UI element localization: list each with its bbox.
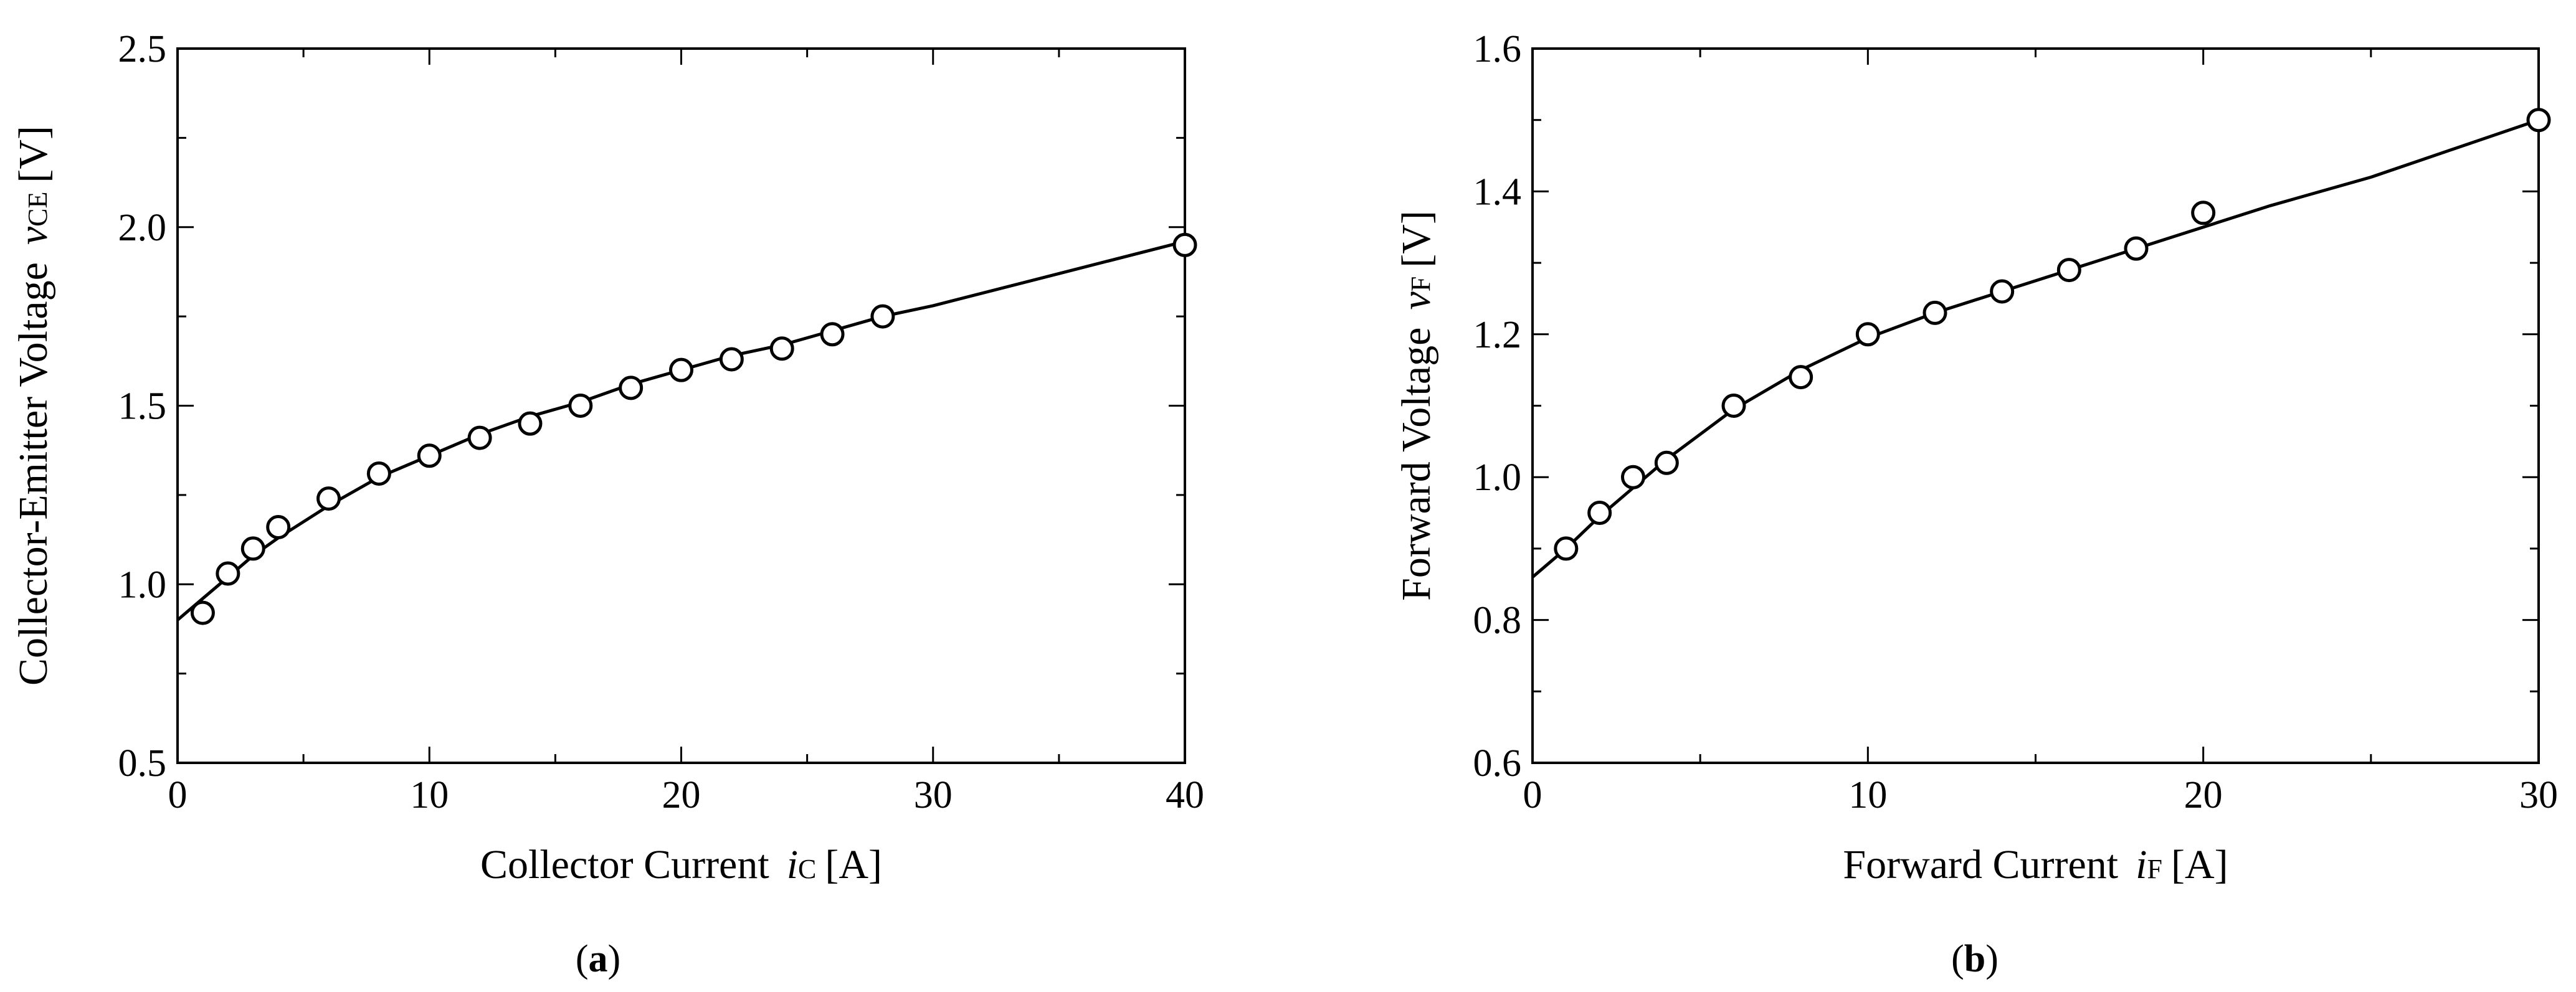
x-axis-subscript: F: [2147, 854, 2162, 884]
data-point: [619, 376, 644, 400]
y-tick-label: 2.0: [118, 207, 167, 249]
data-point: [1789, 365, 1813, 390]
data-point: [2526, 108, 2551, 133]
x-axis-subscript: C: [798, 854, 816, 884]
plot-frame: [1531, 47, 2540, 764]
x-tick-label: 40: [1166, 774, 1204, 816]
x-tick-label: 0: [168, 774, 188, 816]
y-axis-unit: [V]: [1394, 210, 1439, 268]
data-point: [190, 600, 215, 625]
x-tick-label: 20: [662, 774, 701, 816]
fit-line: [1531, 118, 2539, 579]
y-axis-symbol: v: [11, 226, 56, 245]
x-tick-label: 10: [410, 774, 449, 816]
data-point: [769, 336, 794, 361]
x-tick-label: 30: [914, 774, 953, 816]
data-point: [2056, 258, 2081, 283]
data-point: [719, 347, 744, 372]
y-axis-label: Forward Voltage vF [V]: [1394, 210, 1439, 601]
y-tick-label: 1.5: [118, 385, 167, 428]
y-tick-label: 0.5: [118, 742, 167, 785]
y-tick-label: 1.2: [1473, 314, 1522, 356]
data-point: [568, 394, 593, 418]
data-point: [1721, 394, 1746, 418]
y-axis-subscript: F: [1405, 276, 1436, 291]
y-tick-label: 0.8: [1473, 600, 1522, 642]
data-point: [1172, 232, 1197, 257]
y-tick-label: 1.0: [118, 564, 167, 606]
x-tick-label: 20: [2184, 774, 2223, 816]
data-point: [467, 425, 492, 450]
x-axis-label: Forward Current iF [A]: [1843, 842, 2228, 887]
x-tick-label: 10: [1848, 774, 1887, 816]
data-point: [1855, 322, 1880, 347]
x-axis-symbol: i: [2136, 842, 2147, 887]
y-axis-label-text: Collector-Emitter Voltage: [11, 262, 56, 686]
data-point: [2124, 236, 2149, 261]
fit-line: [176, 240, 1186, 621]
data-point: [1654, 450, 1679, 475]
x-axis-unit: [A]: [825, 842, 882, 887]
y-tick-label: 1.4: [1473, 171, 1522, 213]
data-point: [1554, 536, 1579, 561]
y-tick-label: 2.5: [118, 28, 167, 70]
data-point: [870, 304, 895, 329]
panel-caption-letter: b: [1964, 938, 1985, 980]
x-axis-label: Collector Current iC [A]: [480, 842, 882, 887]
data-point: [216, 561, 240, 586]
data-point: [316, 486, 341, 511]
data-point: [820, 322, 845, 347]
plot-frame: [176, 47, 1186, 764]
panel-caption: (a): [576, 938, 620, 980]
x-axis-symbol: i: [787, 842, 798, 887]
panel-caption: (b): [1951, 938, 1999, 980]
data-point: [669, 357, 693, 382]
data-point: [1587, 501, 1612, 526]
y-axis-subscript: CE: [22, 192, 53, 227]
x-axis-label-text: Collector Current: [480, 842, 769, 887]
chart-a: 0 10 20 30 40 0.5 1.0 1.5 2.0 2.5 Collector Curren…: [11, 28, 1204, 980]
y-tick-label: 1.0: [1473, 456, 1522, 499]
y-axis-unit: [V]: [11, 126, 56, 183]
data-point: [1922, 300, 1947, 325]
y-axis-label-text: Forward Voltage: [1394, 328, 1439, 601]
data-point: [266, 514, 291, 539]
data-point: [1621, 465, 1645, 489]
y-tick-label: 1.6: [1473, 28, 1522, 70]
data-point: [240, 536, 265, 561]
chart-b: 0 10 20 30 0.6 0.8 1.0 1.2 1.4 1.6 Forward Current…: [1394, 28, 2558, 980]
x-tick-label: 30: [2519, 774, 2558, 816]
data-point: [518, 411, 543, 436]
y-tick-label: 0.6: [1473, 742, 1522, 785]
panel-caption-letter: a: [589, 938, 608, 980]
x-axis-unit: [A]: [2171, 842, 2228, 887]
y-axis-label: Collector-Emitter Voltage vCE [V]: [11, 126, 56, 686]
data-point: [2191, 201, 2216, 225]
x-axis-label-text: Forward Current: [1843, 842, 2118, 887]
data-point: [1990, 279, 2015, 304]
y-axis-symbol: v: [1394, 291, 1439, 310]
x-tick-label: 0: [1523, 774, 1542, 816]
data-point: [417, 443, 442, 468]
data-point: [366, 461, 391, 486]
